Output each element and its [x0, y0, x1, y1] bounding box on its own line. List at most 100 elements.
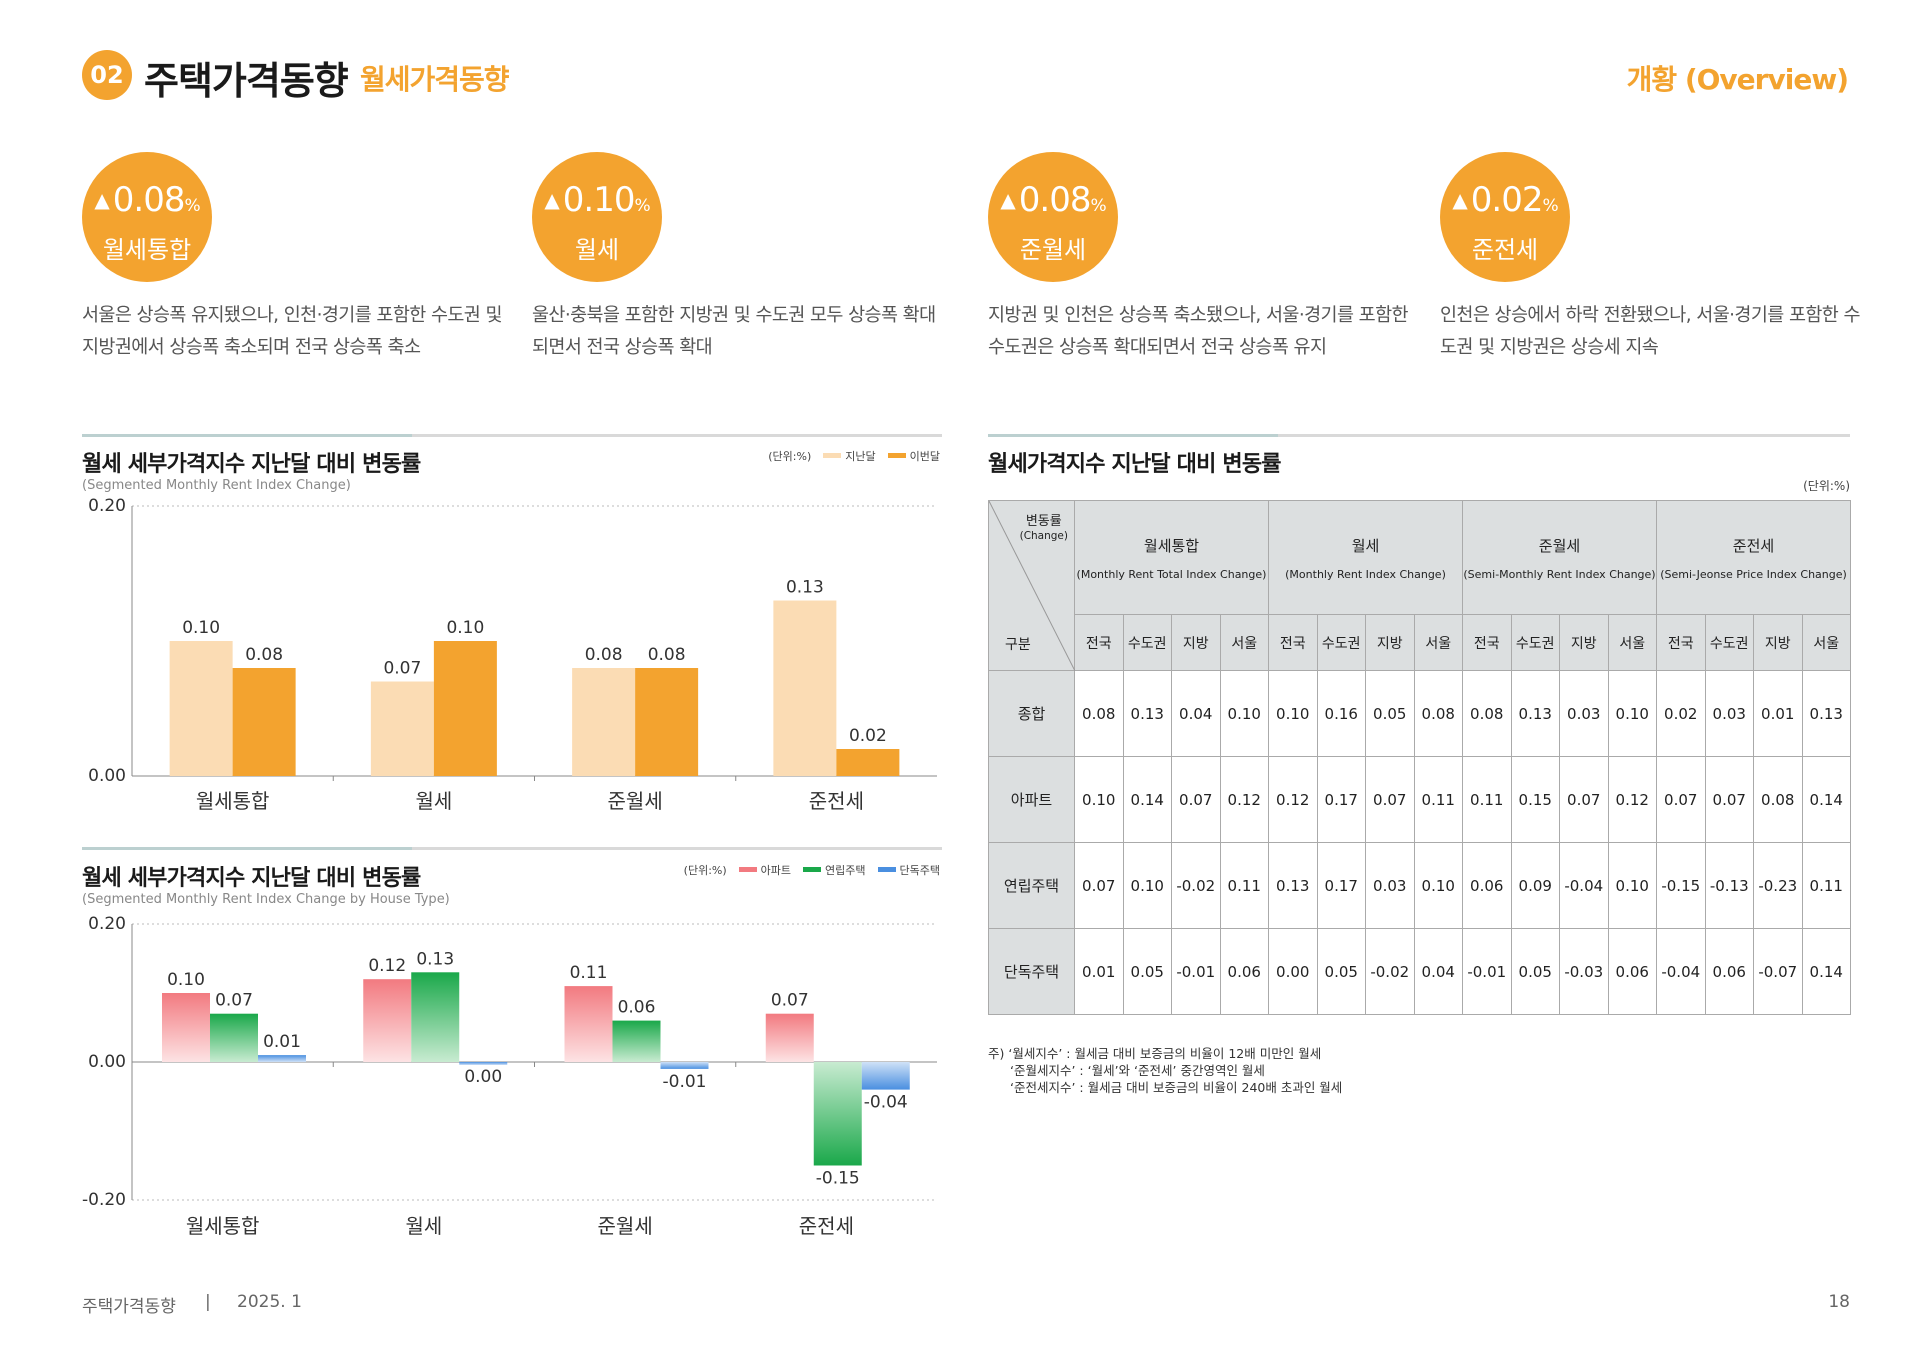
table-cell: -0.02 — [1365, 928, 1415, 1015]
chart2-legend: (단위:%) 아파트 연립주택 단독주택 — [684, 862, 940, 878]
section-divider — [82, 847, 942, 850]
y-tick-label: 0.00 — [88, 766, 126, 786]
bar-value-label: 0.00 — [464, 1067, 502, 1087]
table-cell: 0.04 — [1413, 928, 1463, 1015]
bar-value-label: 0.06 — [618, 998, 656, 1018]
legend-swatch — [803, 867, 822, 872]
table-cell: -0.01 — [1462, 928, 1512, 1015]
group-label: 월세 — [1351, 536, 1380, 555]
page-subtitle: 월세가격동향 — [360, 63, 510, 96]
kpi-circle-semi-jeonse: ▲ 0.02% 준전세 — [1440, 152, 1570, 282]
kpi-value: 0.10 — [562, 180, 636, 220]
table-cell: 0.01 — [1753, 670, 1803, 757]
footer-separator: | — [205, 1292, 211, 1312]
x-category-label: 월세통합 — [196, 789, 270, 813]
table-cell: -0.02 — [1171, 842, 1221, 929]
x-category-label: 월세 — [405, 1214, 442, 1238]
corner-top-en: (Change) — [1019, 530, 1068, 542]
table-cell: 0.07 — [1074, 842, 1124, 929]
chart1-title: 월세 세부가격지수 지난달 대비 변동률 — [82, 452, 421, 477]
legend-label: 이번달 — [909, 450, 940, 463]
table-cell: -0.15 — [1656, 842, 1706, 929]
legend-swatch — [823, 453, 842, 458]
table: 변동률 (Change) 구분 월세통합 (Monthly Rent Total Ind… — [988, 500, 1851, 1015]
table-cell: 0.08 — [1413, 670, 1463, 757]
table-cell: 0.10 — [1607, 670, 1657, 757]
up-triangle-icon: ▲ — [1000, 188, 1015, 212]
table-cell: 0.10 — [1074, 756, 1124, 843]
table-cell: 0.01 — [1074, 928, 1124, 1015]
table-subcolumn-header: 전국 — [1462, 614, 1512, 671]
table-cell: -0.04 — [1656, 928, 1706, 1015]
bar-value-label: -0.04 — [864, 1093, 908, 1113]
table-cell: 0.05 — [1316, 928, 1366, 1015]
table-cell: 0.10 — [1607, 842, 1657, 929]
table-cell: 0.11 — [1413, 756, 1463, 843]
legend-label: 단독주택 — [899, 864, 940, 877]
bar-value-label: 0.10 — [182, 618, 220, 638]
chart1-bar-chart: 0.00 0.20 월세통합 0.10 0.08 월세 0.07 0.10 준월세 0.08 0.0… — [88, 496, 937, 813]
bar-지난달 — [773, 600, 837, 776]
page-number: 18 — [1828, 1292, 1850, 1312]
table-corner-cell: 변동률 (Change) 구분 — [988, 500, 1075, 671]
table-subcolumn-header: 서울 — [1219, 614, 1269, 671]
table-cell: 0.11 — [1219, 842, 1269, 929]
bar-이번달 — [232, 668, 296, 776]
chart2-title: 월세 세부가격지수 지난달 대비 변동률 — [82, 866, 421, 891]
table-subcolumn-header: 지방 — [1559, 614, 1609, 671]
table-cell: 0.07 — [1365, 756, 1415, 843]
bar-단독주택 — [459, 1062, 508, 1065]
bar-value-label: 0.13 — [416, 949, 454, 969]
table-cell: 0.12 — [1607, 756, 1657, 843]
group-label: 준월세 — [1538, 536, 1581, 555]
table-cell: -0.04 — [1559, 842, 1609, 929]
table-subcolumn-header: 지방 — [1365, 614, 1415, 671]
table-cell: -0.23 — [1753, 842, 1803, 929]
group-label: 준전세 — [1732, 536, 1775, 555]
bar-이번달 — [433, 641, 497, 776]
overview-label: 개황 (Overview) — [1626, 63, 1849, 96]
bar-이번달 — [635, 668, 699, 776]
group-label-en: (Monthly Rent Index Change) — [1285, 567, 1446, 581]
table-row-label: 연립주택 — [988, 842, 1075, 929]
table-cell: 0.17 — [1316, 756, 1366, 843]
bar-value-label: 0.10 — [167, 970, 205, 990]
table-cell: 0.14 — [1122, 756, 1172, 843]
bar-연립주택 — [411, 972, 460, 1062]
bar-value-label: -0.15 — [816, 1169, 860, 1189]
table-cell: 0.08 — [1074, 670, 1124, 757]
table-cell: 0.07 — [1704, 756, 1754, 843]
diagonal-line — [989, 501, 1075, 671]
table-cell: 0.10 — [1413, 842, 1463, 929]
section-divider — [988, 434, 1850, 437]
note-line: ‘준월세지수’ : ‘월세’와 ‘준전세’ 중간영역인 월세 — [1010, 1063, 1265, 1078]
section-number-badge: 02 — [82, 50, 132, 100]
bar-지난달 — [169, 641, 233, 776]
table-cell: 0.05 — [1365, 670, 1415, 757]
chart2-bar-chart: -0.20 0.00 0.20 월세통합 0.10 0.07 0.01 월세 0.12 0.13 0… — [82, 914, 937, 1238]
y-tick-label: 0.20 — [88, 914, 126, 934]
table-subcolumn-header: 서울 — [1413, 614, 1463, 671]
table-cell: 0.05 — [1122, 928, 1172, 1015]
table-group-header: 월세통합 (Monthly Rent Total Index Change) — [1074, 500, 1269, 615]
x-category-label: 준월세 — [598, 1214, 653, 1238]
table-notes: 주) ‘월세지수’ : 월세금 대비 보증금의 비율이 12배 미만인 월세 ‘… — [988, 1045, 1342, 1096]
table-cell: 0.13 — [1510, 670, 1560, 757]
legend-label: 연립주택 — [825, 864, 866, 877]
kpi-description: 인천은 상승에서 하락 전환됐으나, 서울·경기를 포함한 수도권 및 지방권은… — [1440, 305, 1861, 358]
kpi-unit: % — [1090, 196, 1106, 216]
table-cell: 0.06 — [1462, 842, 1512, 929]
kpi-value: 0.02 — [1470, 180, 1544, 220]
kpi-unit: % — [184, 196, 200, 216]
bar-단독주택 — [660, 1062, 709, 1069]
kpi-circle-monthly: ▲ 0.10% 월세 — [532, 152, 662, 282]
table-cell: 0.00 — [1268, 928, 1318, 1015]
kpi-description: 지방권 및 인천은 상승폭 축소됐으나, 서울·경기를 포함한 수도권은 상승폭… — [988, 305, 1409, 358]
table-cell: 0.03 — [1704, 670, 1754, 757]
corner-top-label: 변동률 — [1025, 514, 1062, 529]
legend-label: 아파트 — [760, 864, 792, 877]
bar-이번달 — [836, 749, 900, 776]
table-cell: 0.06 — [1704, 928, 1754, 1015]
up-triangle-icon: ▲ — [1452, 188, 1467, 212]
table-cell: 0.08 — [1753, 756, 1803, 843]
